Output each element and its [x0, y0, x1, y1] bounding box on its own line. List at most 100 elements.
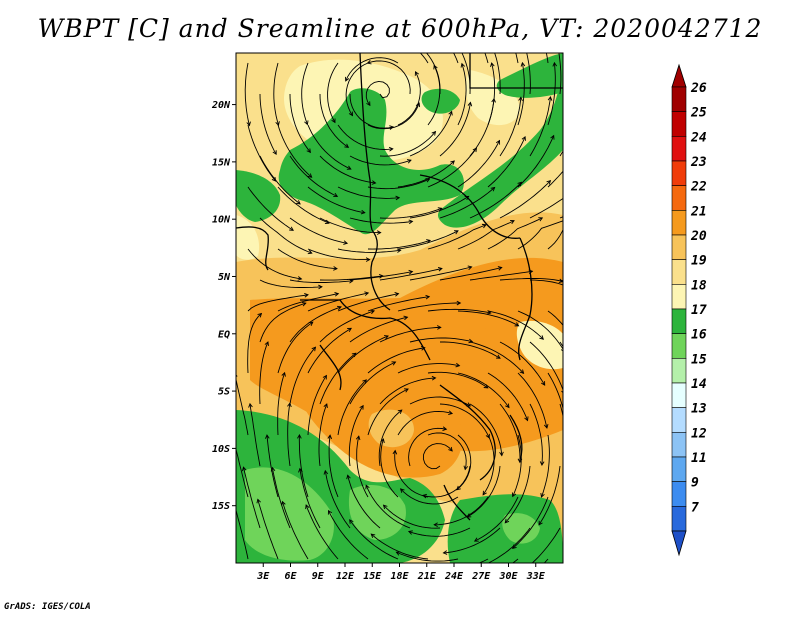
colorbar-segment — [671, 234, 687, 260]
streamline — [558, 53, 562, 95]
colorbar: 26 25 24 23 22 21 20 19 18 17 16 15 14 13 12 11 9 7 — [671, 63, 707, 557]
streamline-arrow — [346, 474, 351, 480]
streamline-arrow — [333, 266, 338, 271]
streamline-arrow — [388, 146, 394, 152]
lat-tick-label: 5N — [218, 272, 231, 283]
streamline — [236, 377, 249, 436]
streamline-arrow — [563, 463, 567, 467]
streamline-arrow — [547, 96, 553, 101]
lon-tick-label: 30E — [498, 571, 518, 582]
streamline — [247, 124, 276, 182]
streamline-arrow — [256, 498, 261, 504]
streamline-arrow — [539, 461, 545, 466]
streamline — [487, 372, 529, 421]
streamline-arrow — [580, 396, 584, 400]
streamline — [305, 504, 339, 560]
streamline — [367, 60, 411, 95]
streamline-arrow — [442, 550, 448, 555]
wbpt-shade-region — [348, 485, 406, 540]
streamline-arrow — [517, 181, 523, 187]
streamline — [319, 217, 381, 234]
streamline-arrow — [270, 466, 276, 472]
streamline-arrow — [355, 435, 361, 441]
streamline-arrow — [538, 217, 544, 222]
streamline-arrow — [351, 352, 357, 358]
lon-tick-label: 3E — [256, 571, 270, 582]
streamline-arrow — [392, 449, 398, 455]
colorbar-label: 21 — [690, 204, 707, 219]
streamline-arrow — [580, 358, 584, 362]
streamline — [277, 248, 338, 270]
streamline-arrow — [499, 451, 504, 457]
streamline — [517, 310, 563, 350]
streamline — [347, 475, 381, 529]
streamline — [547, 62, 556, 126]
wbpt-shade-region — [502, 513, 540, 544]
streamline-arrow — [397, 409, 403, 414]
streamline-arrow — [451, 35, 455, 39]
streamline-arrow — [504, 518, 510, 524]
streamline-arrow — [264, 434, 270, 439]
streamline — [259, 279, 322, 288]
streamline — [289, 306, 342, 343]
colorbar-label: 15 — [691, 352, 707, 367]
country-border — [469, 53, 563, 89]
streamline-arrow — [399, 488, 405, 493]
streamline-arrow — [408, 219, 414, 225]
streamline — [327, 62, 339, 123]
streamline — [529, 341, 563, 392]
streamline — [529, 197, 563, 219]
streamline-arrow — [408, 269, 414, 275]
streamline-arrow — [473, 537, 479, 542]
streamline-arrow — [296, 200, 301, 205]
lat-tick-label: 10N — [212, 215, 231, 226]
streamline — [409, 266, 472, 281]
streamline-arrow — [343, 240, 349, 245]
streamline-arrow — [456, 485, 461, 491]
streamline-arrow — [481, 223, 487, 229]
country-border — [419, 174, 521, 239]
streamline-arrow — [433, 64, 438, 70]
streamline — [236, 508, 249, 560]
streamline-arrow — [463, 465, 469, 471]
country-border — [439, 384, 496, 481]
streamline — [397, 411, 453, 436]
colorbar-label: 22 — [690, 180, 707, 195]
streamline-arrow — [404, 388, 409, 393]
streamline — [529, 96, 551, 157]
lon-tick-label: 27E — [471, 571, 491, 582]
lon-tick-label: 9E — [312, 571, 325, 582]
streamline — [397, 160, 455, 188]
streamline-arrow — [527, 4, 530, 8]
streamline — [337, 379, 367, 436]
map-figure: 20N 15N 10N 5N EQ 5S 10S 15S 3E 6E 9E 12E 15E 18E 21E 2… — [211, 4, 707, 582]
streamline-arrow — [406, 159, 412, 164]
grads-credit: GrADS: IGES/COLA — [4, 602, 91, 612]
streamline — [367, 296, 430, 312]
streamline-arrow — [579, 184, 583, 188]
streamline — [512, 434, 522, 497]
colorbar-segment — [671, 308, 687, 334]
streamline — [319, 310, 375, 343]
wbpt-shade-region — [245, 467, 334, 561]
streamline-arrow — [460, 62, 466, 68]
country-border — [518, 237, 533, 361]
streamline — [345, 62, 369, 116]
streamline — [337, 335, 389, 374]
streamline — [487, 136, 526, 188]
streamline — [469, 98, 495, 157]
streamline — [427, 432, 467, 470]
streamline-arrow — [565, 429, 569, 433]
streamline-arrow — [453, 230, 459, 235]
lon-tick-label: 12E — [336, 571, 355, 582]
streamline-arrow — [519, 369, 525, 374]
streamline-arrow — [391, 361, 397, 366]
colorbar-label: 16 — [691, 328, 707, 343]
streamline-arrow — [520, 61, 526, 67]
streamline — [439, 187, 495, 219]
streamline — [409, 337, 473, 343]
streamline — [289, 93, 311, 153]
streamline-arrow — [384, 335, 389, 340]
streamline — [271, 467, 291, 529]
colorbar-label: 12 — [691, 426, 707, 441]
